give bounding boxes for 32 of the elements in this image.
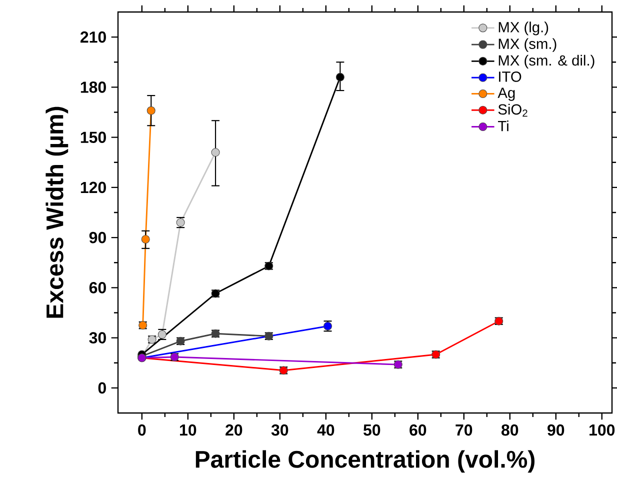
- y-tick-label: 120: [80, 182, 106, 194]
- legend-label: MX (sm.): [498, 38, 556, 52]
- y-tick-label: 0: [98, 382, 106, 394]
- y-tick-label: 150: [80, 132, 106, 143]
- y-axis-title: Excess Width (µm): [46, 106, 68, 318]
- legend-label: Ti: [498, 120, 508, 132]
- x-axis-title: Particle Concentration (vol.%): [196, 450, 534, 473]
- y-tick-label: 180: [80, 82, 106, 93]
- y-tick-label: 60: [89, 282, 106, 294]
- y-tick-label: 90: [89, 232, 106, 244]
- point: [146, 106, 156, 115]
- x-tick-label: 100: [590, 424, 615, 436]
- x-tick-label: 30: [271, 424, 288, 436]
- x-tick-label: 10: [180, 424, 196, 436]
- x-tick-label: 20: [226, 424, 242, 436]
- x-tick-label: 50: [364, 424, 380, 436]
- legend-label: SiO$_{2}$: [498, 104, 528, 117]
- x-tick-label: 70: [456, 424, 472, 436]
- point: [141, 234, 150, 244]
- y-tick-label: 210: [80, 31, 106, 43]
- legend-label: Ag: [498, 88, 515, 101]
- point: [211, 148, 220, 157]
- y-tick-label: 30: [89, 332, 106, 344]
- x-tick-label: 0: [138, 424, 146, 436]
- legend-label: ITO: [499, 72, 522, 82]
- legend-label: MX (lg.): [498, 22, 548, 36]
- point: [336, 72, 344, 82]
- x-tick-label: 90: [548, 424, 564, 436]
- x-tick-label: 60: [410, 424, 426, 436]
- x-tick-label: 80: [501, 424, 518, 436]
- legend-label: MX (sm. & dil.): [498, 54, 594, 69]
- x-tick-label: 40: [317, 424, 334, 436]
